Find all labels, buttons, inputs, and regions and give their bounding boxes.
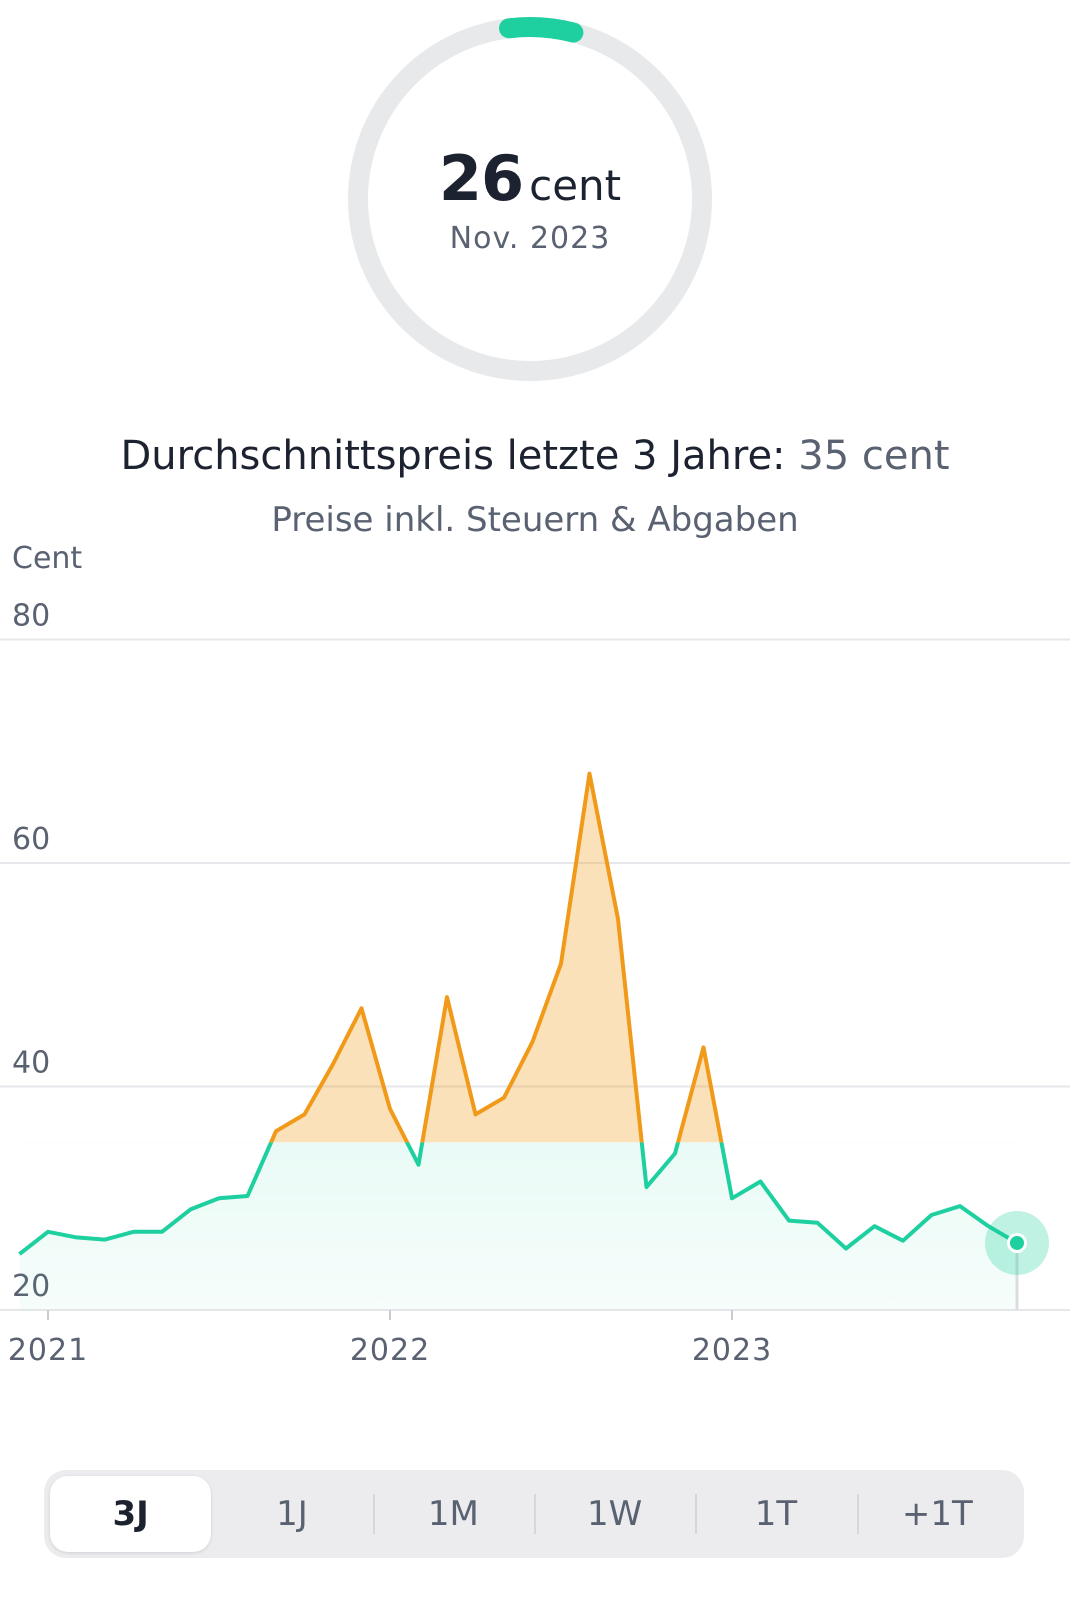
data-point [274,1129,278,1133]
range-tab-3j[interactable]: 3J [50,1476,212,1552]
data-point [645,1185,649,1189]
data-point [132,1230,136,1234]
data-point [531,1040,535,1044]
data-point [787,1219,791,1223]
range-tab-plus1t[interactable]: +1T [856,1476,1018,1552]
data-point [901,1239,905,1243]
current-price-unit: cent [529,161,622,210]
current-price-date: Nov. 2023 [449,221,611,256]
data-point [873,1224,877,1228]
data-point [360,1006,364,1010]
gauge-ring [348,17,712,381]
gauge-value-line: 26 cent [345,148,715,211]
range-tab-1t[interactable]: 1T [695,1476,856,1552]
data-point [958,1204,962,1208]
price-line-below [18,1142,1019,1256]
y-tick-label: 60 [12,822,50,857]
data-point [103,1238,107,1242]
time-range-selector: 3J 1J 1M 1W 1T +1T [44,1470,1024,1558]
gauge-fill [348,17,712,381]
x-tick-label: 2022 [350,1333,430,1368]
data-point [46,1230,50,1234]
price-chart-svg: Cent20406080202120222023 [0,541,1070,1368]
data-point [331,1062,335,1066]
price-gauge: 26 cent Nov. 2023 [345,14,715,384]
gauge-center: 26 cent Nov. 2023 [345,148,715,257]
data-point [730,1196,734,1200]
price-line-above [268,771,724,1143]
average-price-value: 35 cent [798,433,950,479]
data-point [217,1196,221,1200]
data-point [417,1163,421,1167]
price-note: Preise inkl. Steuern & Abgaben [271,500,799,540]
data-point [303,1112,307,1116]
x-tick-label: 2023 [692,1333,772,1368]
data-point [189,1207,193,1211]
data-point [588,772,592,776]
data-point [930,1213,934,1217]
data-point [616,917,620,921]
data-point [18,1252,22,1256]
data-point [160,1230,164,1234]
range-tab-1m[interactable]: 1M [372,1476,534,1552]
data-point [844,1247,848,1251]
data-point [702,1045,706,1049]
y-axis-label: Cent [12,541,82,576]
average-price-label: Durchschnittspreis letzte 3 Jahre: [120,433,786,479]
data-point [75,1235,79,1239]
data-point [388,1107,392,1111]
data-point [559,962,563,966]
average-price-line: Durchschnittspreis letzte 3 Jahre: 35 ce… [0,432,1070,480]
area-below-average [19,1142,1017,1310]
data-point [474,1112,478,1116]
current-price-value: 26 [438,142,524,215]
data-point [816,1221,820,1225]
data-point [246,1194,250,1198]
data-point [445,995,449,999]
y-tick-label: 40 [12,1046,50,1081]
data-point [673,1152,677,1156]
range-tab-1w[interactable]: 1W [533,1476,695,1552]
x-tick-label: 2021 [8,1333,88,1368]
area-above-average [271,773,722,1143]
data-point [759,1179,763,1183]
current-point-dot[interactable] [1010,1235,1024,1250]
data-point [502,1096,506,1100]
range-tab-1j[interactable]: 1J [276,1494,308,1534]
y-tick-label: 80 [12,599,50,634]
price-chart: Cent20406080202120222023 [0,540,1070,1390]
